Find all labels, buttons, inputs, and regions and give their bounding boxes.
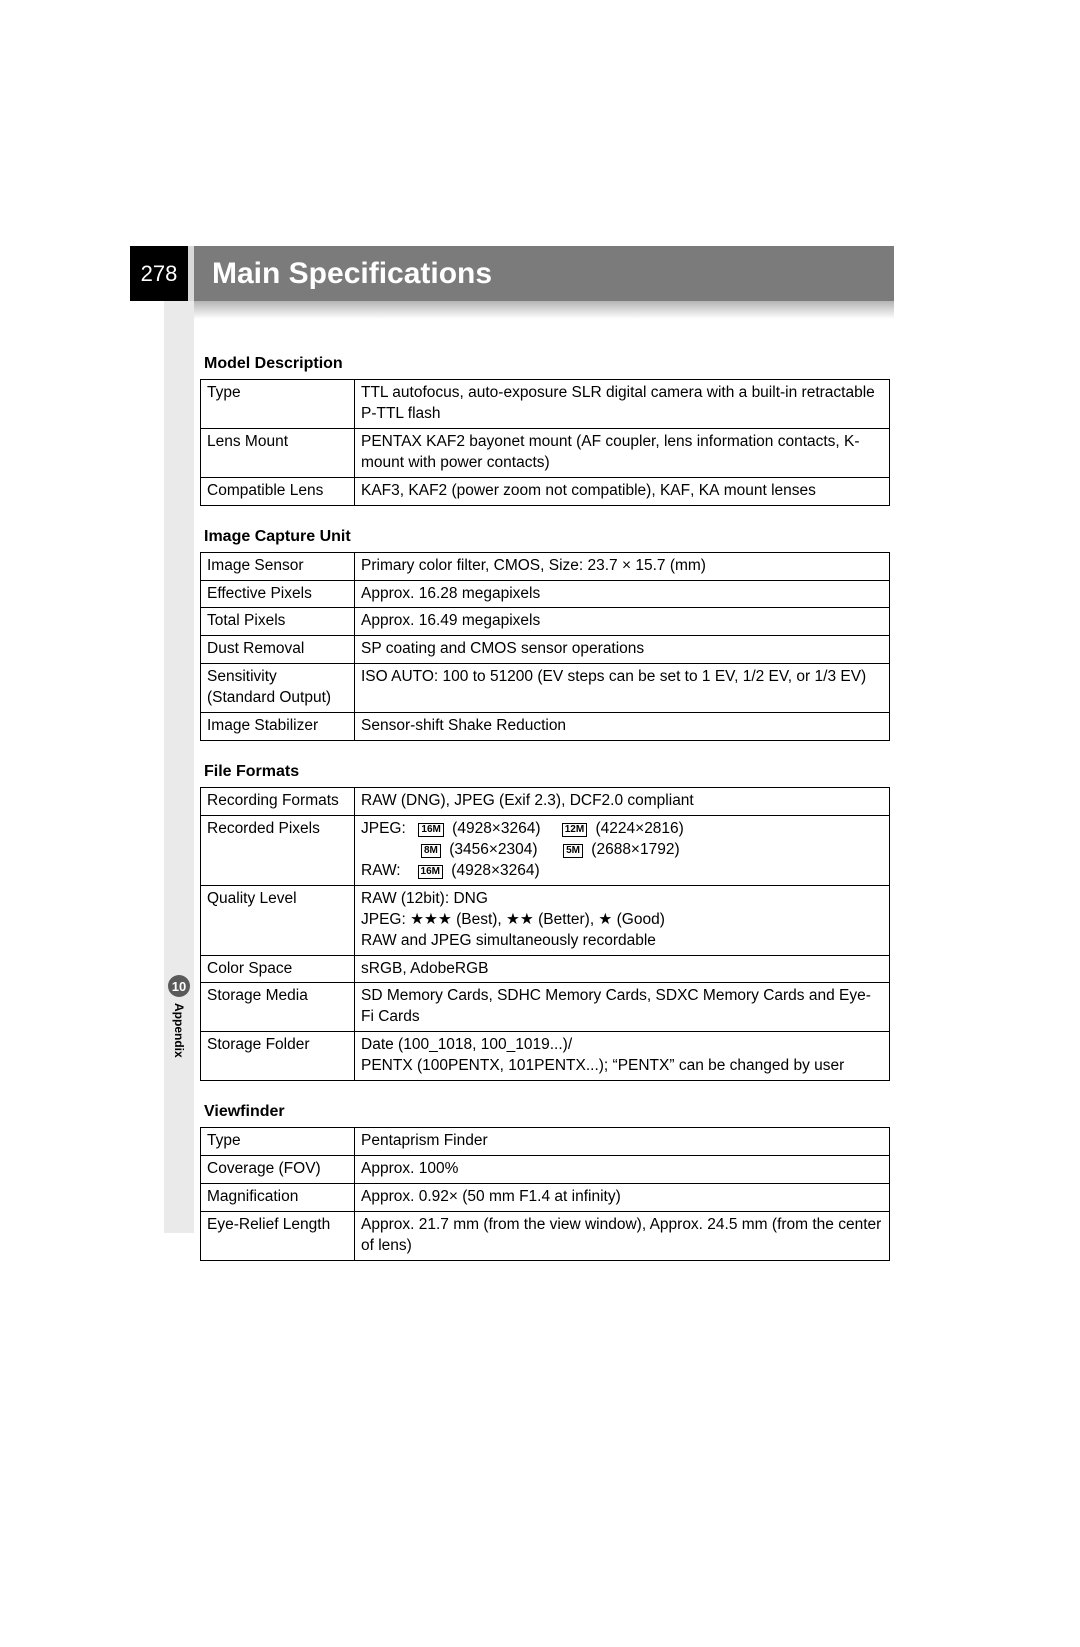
spec-label: Effective Pixels bbox=[201, 580, 355, 608]
spec-label: Sensitivity (Standard Output) bbox=[201, 664, 355, 713]
table-row: Storage FolderDate (100_1018, 100_1019..… bbox=[201, 1032, 890, 1081]
spec-table: TypePentaprism FinderCoverage (FOV)Appro… bbox=[200, 1127, 890, 1261]
spec-section: Image Capture Unit Image SensorPrimary co… bbox=[200, 528, 890, 741]
table-row: Lens MountPENTAX KAF2 bayonet mount (AF … bbox=[201, 428, 890, 477]
spec-value: ISO AUTO: 100 to 51200 (EV steps can be … bbox=[355, 664, 890, 713]
spec-value: RAW (12bit): DNG JPEG: ★★★ (Best), ★★ (B… bbox=[355, 885, 890, 955]
spec-section: File Formats Recording FormatsRAW (DNG), … bbox=[200, 763, 890, 1081]
spec-value: SD Memory Cards, SDHC Memory Cards, SDXC… bbox=[355, 983, 890, 1032]
spec-value: JPEG: 16M (4928×3264) 12M (4224×2816) 8M… bbox=[355, 815, 890, 885]
spec-label: Quality Level bbox=[201, 885, 355, 955]
table-row: Image SensorPrimary color filter, CMOS, … bbox=[201, 552, 890, 580]
section-heading: Image Capture Unit bbox=[204, 528, 890, 546]
table-row: Effective PixelsApprox. 16.28 megapixels bbox=[201, 580, 890, 608]
spec-label: Recorded Pixels bbox=[201, 815, 355, 885]
spec-label: Storage Media bbox=[201, 983, 355, 1032]
table-row: Recording FormatsRAW (DNG), JPEG (Exif 2… bbox=[201, 788, 890, 816]
spec-label: Dust Removal bbox=[201, 636, 355, 664]
spec-value: Pentaprism Finder bbox=[355, 1128, 890, 1156]
spec-label: Type bbox=[201, 380, 355, 429]
spec-value: KAF3, KAF2 (power zoom not compatible), … bbox=[355, 477, 890, 505]
spec-section: Viewfinder TypePentaprism FinderCoverage … bbox=[200, 1103, 890, 1261]
section-heading: File Formats bbox=[204, 763, 890, 781]
spec-table: Image SensorPrimary color filter, CMOS, … bbox=[200, 552, 890, 741]
table-row: Coverage (FOV)Approx. 100% bbox=[201, 1156, 890, 1184]
table-row: TypePentaprism Finder bbox=[201, 1128, 890, 1156]
spec-label: Coverage (FOV) bbox=[201, 1156, 355, 1184]
spec-label: Image Stabilizer bbox=[201, 713, 355, 741]
table-row: Color SpacesRGB, AdobeRGB bbox=[201, 955, 890, 983]
spec-value: Primary color filter, CMOS, Size: 23.7 ×… bbox=[355, 552, 890, 580]
title-shadow bbox=[194, 301, 894, 319]
spec-label: Eye-Relief Length bbox=[201, 1211, 355, 1260]
content-area: Model DescriptionTypeTTL autofocus, auto… bbox=[200, 355, 890, 1283]
spec-value: RAW (DNG), JPEG (Exif 2.3), DCF2.0 compl… bbox=[355, 788, 890, 816]
chapter-name: Appendix bbox=[172, 1003, 186, 1058]
page-title: Main Specifications bbox=[194, 246, 894, 301]
spec-value: Approx. 100% bbox=[355, 1156, 890, 1184]
spec-value: PENTAX KAF2 bayonet mount (AF coupler, l… bbox=[355, 428, 890, 477]
spec-value: TTL autofocus, auto-exposure SLR digital… bbox=[355, 380, 890, 429]
spec-section: Model Description TypeTTL autofocus, auto… bbox=[200, 355, 890, 506]
spec-label: Total Pixels bbox=[201, 608, 355, 636]
chapter-tab: 10 Appendix bbox=[164, 975, 194, 1065]
table-row: Image StabilizerSensor-shift Shake Reduc… bbox=[201, 713, 890, 741]
spec-table: TypeTTL autofocus, auto-exposure SLR dig… bbox=[200, 379, 890, 506]
table-row: Total PixelsApprox. 16.49 megapixels bbox=[201, 608, 890, 636]
spec-value: Approx. 21.7 mm (from the view window), … bbox=[355, 1211, 890, 1260]
spec-label: Lens Mount bbox=[201, 428, 355, 477]
table-row: Dust RemovalSP coating and CMOS sensor o… bbox=[201, 636, 890, 664]
table-row: TypeTTL autofocus, auto-exposure SLR dig… bbox=[201, 380, 890, 429]
spec-value: Approx. 16.49 megapixels bbox=[355, 608, 890, 636]
table-row: Storage MediaSD Memory Cards, SDHC Memor… bbox=[201, 983, 890, 1032]
spec-label: Color Space bbox=[201, 955, 355, 983]
spec-value: SP coating and CMOS sensor operations bbox=[355, 636, 890, 664]
spec-label: Recording Formats bbox=[201, 788, 355, 816]
spec-value: sRGB, AdobeRGB bbox=[355, 955, 890, 983]
table-row: MagnificationApprox. 0.92× (50 mm F1.4 a… bbox=[201, 1183, 890, 1211]
spec-value: Approx. 0.92× (50 mm F1.4 at infinity) bbox=[355, 1183, 890, 1211]
side-gray-strip bbox=[164, 301, 194, 1233]
page-number: 278 bbox=[130, 246, 188, 301]
spec-label: Type bbox=[201, 1128, 355, 1156]
table-row: Compatible LensKAF3, KAF2 (power zoom no… bbox=[201, 477, 890, 505]
table-row: Eye-Relief LengthApprox. 21.7 mm (from t… bbox=[201, 1211, 890, 1260]
table-row: Recorded PixelsJPEG: 16M (4928×3264) 12M… bbox=[201, 815, 890, 885]
spec-table: Recording FormatsRAW (DNG), JPEG (Exif 2… bbox=[200, 787, 890, 1081]
table-row: Quality LevelRAW (12bit): DNG JPEG: ★★★ … bbox=[201, 885, 890, 955]
section-heading: Model Description bbox=[204, 355, 890, 373]
spec-value: Approx. 16.28 megapixels bbox=[355, 580, 890, 608]
spec-label: Image Sensor bbox=[201, 552, 355, 580]
spec-label: Storage Folder bbox=[201, 1032, 355, 1081]
table-row: Sensitivity (Standard Output)ISO AUTO: 1… bbox=[201, 664, 890, 713]
spec-value: Sensor-shift Shake Reduction bbox=[355, 713, 890, 741]
spec-value: Date (100_1018, 100_1019...)/ PENTX (100… bbox=[355, 1032, 890, 1081]
chapter-number-badge: 10 bbox=[168, 975, 190, 997]
spec-label: Magnification bbox=[201, 1183, 355, 1211]
spec-label: Compatible Lens bbox=[201, 477, 355, 505]
section-heading: Viewfinder bbox=[204, 1103, 890, 1121]
